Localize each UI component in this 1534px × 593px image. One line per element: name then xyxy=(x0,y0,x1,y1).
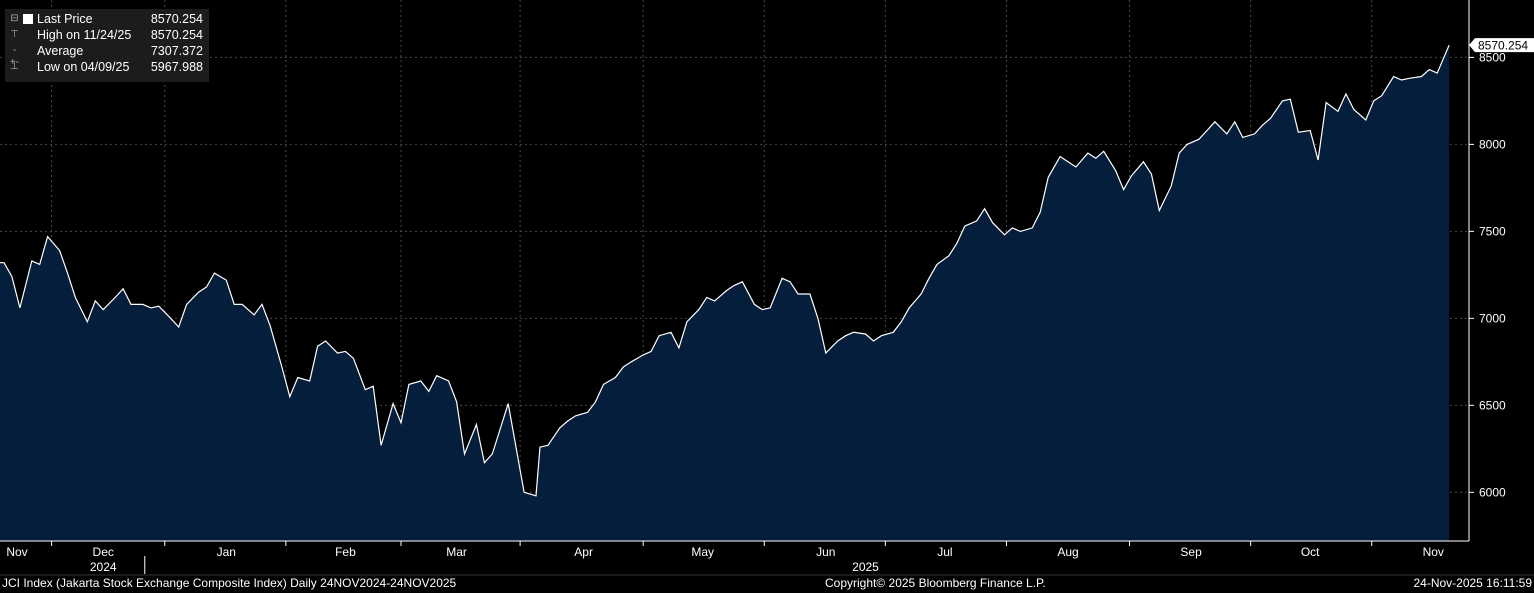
y-tick-label: 6500 xyxy=(1479,398,1506,412)
legend-high-label: High on 11/24/25 xyxy=(37,28,132,42)
legend-low-value: 5967.988 xyxy=(150,60,203,74)
x-tick-label: Nov xyxy=(6,545,27,559)
y-tick-label: 7000 xyxy=(1479,311,1506,325)
x-tick-label: Jun xyxy=(816,545,835,559)
average-marker-icon: -+- xyxy=(9,45,20,68)
x-year-label: 2024 xyxy=(90,560,117,574)
legend-last-value: 8570.254 xyxy=(150,12,203,26)
x-tick-label: May xyxy=(691,545,714,559)
y-tick-label: 7500 xyxy=(1479,224,1506,238)
x-year-label: 2025 xyxy=(852,560,879,574)
x-tick-label: Jul xyxy=(937,545,952,559)
x-tick-label: Sep xyxy=(1180,545,1202,559)
x-tick-label: Nov xyxy=(1423,545,1444,559)
legend-average-value: 7307.372 xyxy=(150,44,203,58)
low-marker-icon: ⊥ xyxy=(10,61,19,72)
legend: ⊟ Last Price 8570.254 ⊤ High on 11/24/25… xyxy=(5,9,209,82)
price-line xyxy=(0,44,1450,497)
last-price-label: 8570.254 xyxy=(1478,39,1528,53)
y-axis: 6000 6500 7000 7500 8000 8500 xyxy=(1469,50,1506,499)
legend-last-price: ⊟ Last Price 8570.254 xyxy=(5,11,209,27)
legend-average: -+- Average 7307.372 xyxy=(5,43,209,68)
footer-copyright: Copyright© 2025 Bloomberg Finance L.P. xyxy=(825,576,1046,590)
x-tick-label: Feb xyxy=(335,545,356,559)
last-price-tag xyxy=(1469,38,1534,53)
legend-average-label: Average xyxy=(37,44,84,58)
y-tick-label: 8000 xyxy=(1479,137,1506,151)
collapse-icon[interactable]: ⊟ xyxy=(10,13,19,24)
y-tick-label: 8500 xyxy=(1479,50,1506,64)
price-area xyxy=(0,45,1450,541)
footer-timestamp: 24-Nov-2025 16:11:59 xyxy=(1413,576,1532,590)
x-tick-label: Apr xyxy=(574,545,593,559)
y-tick-label: 6000 xyxy=(1479,485,1506,499)
white-square-icon xyxy=(23,14,33,24)
legend-low-label: Low on 04/09/25 xyxy=(37,60,130,74)
x-tick-label: Dec xyxy=(93,545,114,559)
footer-title: JCI Index (Jakarta Stock Exchange Compos… xyxy=(2,576,457,590)
legend-last-label: Last Price xyxy=(37,12,93,26)
x-tick-label: Oct xyxy=(1301,545,1320,559)
x-tick-label: Aug xyxy=(1057,545,1078,559)
legend-high: ⊤ High on 11/24/25 8570.254 xyxy=(5,27,209,43)
high-marker-icon: ⊤ xyxy=(10,29,19,40)
legend-high-value: 8570.254 xyxy=(150,28,203,42)
x-axis: Nov Dec Jan Feb Mar Apr May Jun Jul Aug Sep Oct Nov 2… xyxy=(6,541,1444,574)
legend-low: ⊥ Low on 04/09/25 5967.988 xyxy=(5,59,209,75)
last-price-marker: 8570.254 xyxy=(1469,38,1534,53)
x-tick-label: Jan xyxy=(217,545,236,559)
x-tick-label: Mar xyxy=(446,545,467,559)
